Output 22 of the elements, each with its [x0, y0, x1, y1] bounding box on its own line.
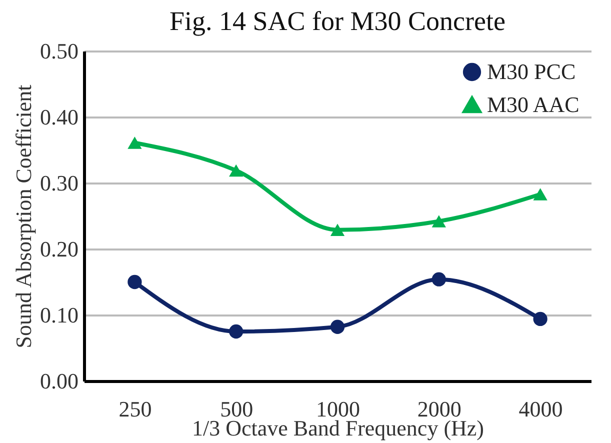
point — [533, 188, 548, 200]
legend-label: M30 AAC — [487, 92, 580, 117]
y-tick-label: 0.00 — [40, 368, 78, 394]
y-tick-label: 0.30 — [40, 170, 78, 196]
point — [533, 312, 548, 326]
point — [432, 272, 446, 286]
x-tick-label: 250 — [118, 396, 152, 422]
legend-label: M30 PCC — [487, 59, 576, 84]
y-tick-label: 0.10 — [40, 302, 78, 328]
point — [229, 324, 244, 339]
point — [128, 274, 142, 290]
point — [330, 224, 345, 236]
chart-title: Fig. 14 SAC for M30 Concrete — [170, 6, 506, 36]
point — [432, 215, 446, 228]
y-tick-label: 0.50 — [40, 38, 78, 64]
y-tick-label: 0.20 — [40, 236, 78, 262]
y-tick-label: 0.40 — [40, 104, 78, 130]
x-tick-label: 4000 — [518, 396, 563, 422]
point — [128, 136, 142, 149]
point — [330, 320, 345, 334]
y-axis-title: Sound Absorption Coefficient — [11, 84, 36, 348]
point — [229, 164, 244, 177]
